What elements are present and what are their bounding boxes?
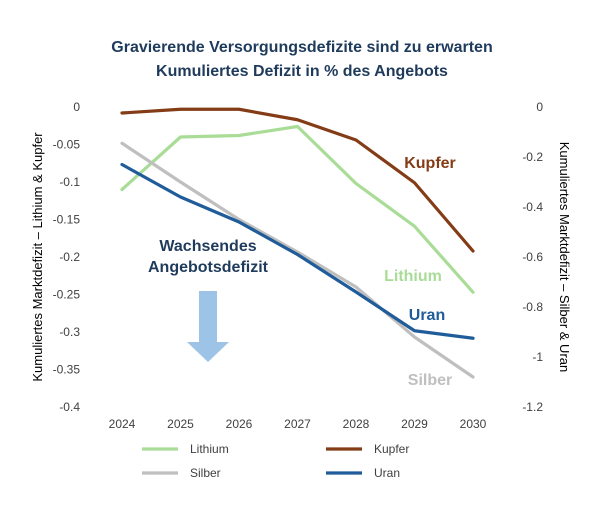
left-tick-label: 0: [73, 100, 80, 114]
left-tick-label: -0.15: [53, 213, 81, 227]
right-tick-label: -1.2: [522, 400, 543, 414]
series-line-lithium: [120, 124, 475, 294]
right-axis-label: Kumuliertes Marktdefizit – Silber & Uran: [557, 142, 572, 372]
annotation: Wachsendes Angebotsdefizit: [148, 238, 269, 362]
series-line-silber: [120, 141, 475, 379]
chart-title-line-2: Kumuliertes Defizit in % des Angebots: [156, 63, 448, 80]
x-tick-label: 2024: [109, 417, 136, 431]
left-tick-label: -0.3: [59, 325, 80, 339]
legend-label-lithium: Lithium: [190, 442, 229, 456]
down-arrow-icon: [187, 291, 229, 362]
series-label-uran: Uran: [409, 307, 445, 324]
legend-label-silber: Silber: [190, 466, 221, 480]
series-lines: [120, 107, 475, 379]
right-tick-label: 0: [536, 100, 543, 114]
annotation-line-1: Wachsendes: [159, 238, 256, 255]
right-tick-label: -0.6: [522, 250, 543, 264]
left-tick-label: -0.35: [53, 363, 81, 377]
x-tick-label: 2025: [167, 417, 194, 431]
annotation-line-2: Angebotsdefizit: [148, 259, 269, 276]
x-tick-label: 2030: [460, 417, 487, 431]
x-tick-label: 2029: [401, 417, 428, 431]
right-axis-ticks: 0 -0.2 -0.4 -0.6 -0.8 -1 -1.2: [522, 100, 543, 414]
legend: Lithium Kupfer Silber Uran: [142, 442, 409, 480]
legend-label-uran: Uran: [374, 466, 400, 480]
x-tick-label: 2028: [343, 417, 370, 431]
x-tick-label: 2027: [284, 417, 311, 431]
right-tick-label: -0.8: [522, 300, 543, 314]
legend-label-kupfer: Kupfer: [374, 442, 409, 456]
left-axis-ticks: 0 -0.05 -0.1 -0.15 -0.2 -0.25 -0.3 -0.35 -0.4: [53, 100, 81, 414]
left-tick-label: -0.25: [53, 288, 81, 302]
series-label-kupfer: Kupfer: [404, 155, 456, 172]
series-label-lithium: Lithium: [384, 268, 442, 285]
right-tick-label: -1: [532, 350, 543, 364]
x-tick-label: 2026: [226, 417, 253, 431]
x-axis-ticks: 2024 2025 2026 2027 2028 2029 2030: [109, 417, 487, 431]
left-tick-label: -0.05: [53, 138, 81, 152]
series-line-uran: [120, 162, 475, 340]
left-tick-label: -0.1: [59, 175, 80, 189]
left-tick-label: -0.2: [59, 250, 80, 264]
series-labels: Kupfer Lithium Uran Silber: [384, 155, 456, 389]
left-tick-label: -0.4: [59, 400, 80, 414]
right-tick-label: -0.2: [522, 150, 543, 164]
chart-title-line-1: Gravierende Versorgungsdefizite sind zu …: [111, 39, 492, 56]
right-tick-label: -0.4: [522, 200, 543, 214]
left-axis-label: Kumuliertes Marktdefizit – Lithium & Kup…: [30, 132, 45, 382]
series-line-kupfer: [120, 107, 475, 253]
series-label-silber: Silber: [408, 372, 452, 389]
